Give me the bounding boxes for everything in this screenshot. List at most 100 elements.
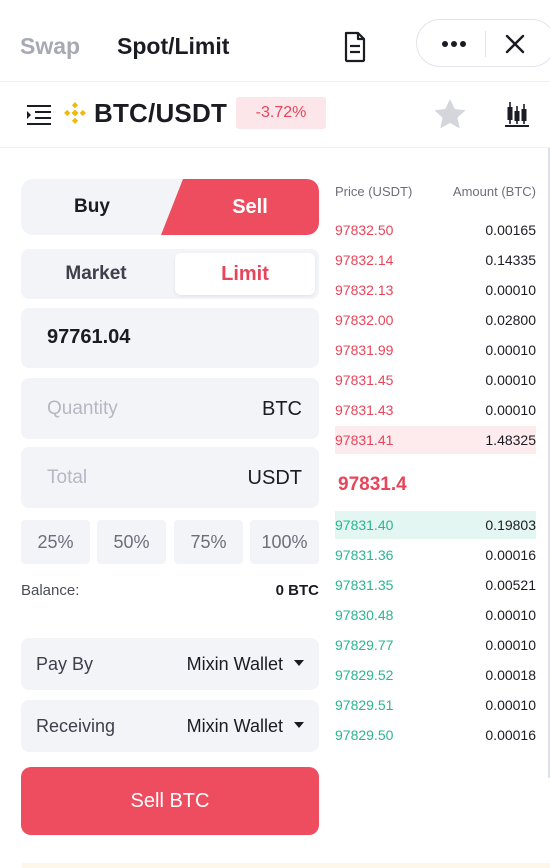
tab-spot-limit[interactable]: Spot/Limit [117,33,230,59]
bid-price: 97829.50 [335,727,394,743]
bid-price: 97829.77 [335,637,394,653]
percent-25-button[interactable]: 25% [21,520,90,564]
price-change-badge: -3.72% [236,97,326,129]
price-input[interactable]: 97761.04 [21,308,319,368]
pay-by-label: Pay By [36,654,94,674]
candlestick-chart-icon[interactable] [503,100,531,128]
ask-row[interactable]: 97832.50 0.00165 [335,216,536,244]
bid-amount: 0.00016 [485,727,536,743]
last-price: 97831.4 [338,474,407,495]
ask-price: 97831.99 [335,342,394,358]
ask-depth-bar [335,426,536,454]
ask-price: 97832.13 [335,282,394,298]
tab-limit[interactable]: Limit [175,253,315,295]
bid-row[interactable]: 97829.51 0.00010 [335,691,536,719]
ask-price: 97832.00 [335,312,394,328]
ask-row[interactable]: 97831.99 0.00010 [335,336,536,364]
close-icon[interactable] [503,32,527,56]
total-placeholder: Total [47,467,88,488]
ask-amount: 0.14335 [485,252,536,268]
menu-icon[interactable] [26,104,52,126]
bid-row[interactable]: 97831.35 0.00521 [335,571,536,599]
ask-amount: 0.00010 [485,282,536,298]
pay-by-value: Mixin Wallet [186,654,283,674]
bid-row[interactable]: 97829.50 0.00016 [335,721,536,749]
caret-down-icon [294,660,304,666]
ask-amount: 0.02800 [485,312,536,328]
pair-bar: BTC/USDT -3.72% [0,82,550,148]
receiving-select[interactable]: Receiving Mixin Wallet [21,700,319,752]
total-unit: USDT [247,467,302,489]
bid-price: 97829.51 [335,697,394,713]
bid-row[interactable]: 97831.36 0.00016 [335,541,536,569]
percent-50-button[interactable]: 50% [97,520,166,564]
ask-price: 97831.43 [335,402,394,418]
more-icon[interactable] [437,34,471,54]
mini-program-capsule [416,19,550,67]
bid-row[interactable]: 97829.77 0.00010 [335,631,536,659]
bid-amount: 0.19803 [485,517,536,533]
bid-depth-bar [335,511,536,539]
order-type-toggle: Market Limit [21,249,319,299]
price-value: 97761.04 [47,326,131,348]
bid-amount: 0.00016 [485,547,536,563]
ask-row[interactable]: 97832.14 0.14335 [335,246,536,274]
tab-swap[interactable]: Swap [20,33,81,59]
orderbook-amount-header: Amount (BTC) [452,184,536,199]
bottom-banner-edge [22,863,550,868]
total-input[interactable]: Total USDT [21,447,319,508]
balance-label: Balance: [21,582,80,599]
ask-amount: 0.00010 [485,402,536,418]
capsule-divider [485,31,486,57]
tab-market[interactable]: Market [65,263,127,284]
bid-row[interactable]: 97830.48 0.00010 [335,601,536,629]
ask-price: 97832.50 [335,222,394,238]
sell-btc-button[interactable]: Sell BTC [21,767,319,835]
ask-amount: 0.00165 [485,222,536,238]
sell-tab[interactable]: Sell [161,179,319,235]
ask-price: 97831.41 [335,432,394,448]
ask-row[interactable]: 97831.43 0.00010 [335,396,536,424]
quantity-unit: BTC [262,398,302,420]
orderbook-price-header: Price (USDT) [335,184,413,199]
ask-row[interactable]: 97831.41 1.48325 [335,426,536,454]
star-icon[interactable] [432,97,468,131]
bid-amount: 0.00018 [485,667,536,683]
ask-row[interactable]: 97832.00 0.02800 [335,306,536,334]
receiving-value: Mixin Wallet [186,716,283,736]
quantity-input[interactable]: Quantity BTC [21,378,319,439]
percent-100-button[interactable]: 100% [250,520,319,564]
ask-amount: 1.48325 [485,432,536,448]
pair-name[interactable]: BTC/USDT [94,98,228,128]
bid-price: 97831.40 [335,517,394,533]
bid-row[interactable]: 97831.40 0.19803 [335,511,536,539]
quantity-placeholder: Quantity [47,398,118,419]
ask-row[interactable]: 97831.45 0.00010 [335,366,536,394]
ask-price: 97831.45 [335,372,394,388]
document-icon[interactable] [343,31,367,63]
sell-tab-label: Sell [232,195,268,218]
ask-row[interactable]: 97832.13 0.00010 [335,276,536,304]
bid-price: 97831.36 [335,547,394,563]
buy-tab[interactable]: Buy [74,196,110,217]
bid-price: 97830.48 [335,607,394,623]
ask-amount: 0.00010 [485,342,536,358]
percent-75-button[interactable]: 75% [174,520,243,564]
ask-price: 97832.14 [335,252,394,268]
ask-amount: 0.00010 [485,372,536,388]
receiving-label: Receiving [36,716,116,736]
bid-amount: 0.00010 [485,697,536,713]
pay-by-select[interactable]: Pay By Mixin Wallet [21,638,319,690]
bid-price: 97831.35 [335,577,394,593]
bid-price: 97829.52 [335,667,394,683]
balance-value: 0 BTC [275,582,319,599]
side-toggle: Buy Sell [21,179,319,235]
caret-down-icon [294,722,304,728]
bid-amount: 0.00521 [485,577,536,593]
binance-coin-icon [63,101,87,125]
bid-amount: 0.00010 [485,607,536,623]
top-bar: Swap Spot/Limit [0,0,550,82]
bid-amount: 0.00010 [485,637,536,653]
scrollbar-edge [548,148,550,778]
bid-row[interactable]: 97829.52 0.00018 [335,661,536,689]
